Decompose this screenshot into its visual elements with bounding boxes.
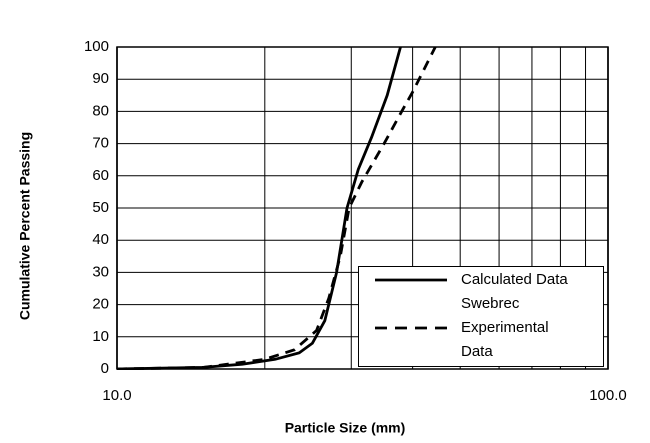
legend-item: Calculated Data Swebrec [359, 268, 599, 316]
y-tick-label: 90 [92, 70, 109, 87]
legend: Calculated Data Swebrec Experimental Data [358, 266, 604, 367]
y-tick-label: 30 [92, 263, 109, 280]
legend-swatch [375, 326, 447, 330]
y-tick-label: 60 [92, 167, 109, 184]
plot-frame [116, 46, 609, 370]
y-tick-label: 0 [101, 360, 109, 377]
x-tick-label: 100.0 [589, 387, 627, 404]
y-tick-label: 10 [92, 328, 109, 345]
data-line [117, 46, 437, 370]
legend-item: Experimental Data [359, 316, 599, 364]
data-line [117, 46, 402, 370]
y-tick-label: 80 [92, 102, 109, 119]
y-tick-label: 70 [92, 135, 109, 152]
x-axis-label: Particle Size (mm) [285, 420, 406, 436]
legend-label: Experimental Data [461, 319, 549, 360]
x-tick-label: 10.0 [102, 387, 131, 404]
legend-label: Calculated Data Swebrec [461, 271, 568, 312]
legend-swatch [375, 278, 447, 282]
y-tick-label: 50 [92, 199, 109, 216]
y-tick-label: 40 [92, 231, 109, 248]
y-tick-label: 100 [84, 38, 109, 55]
y-tick-label: 20 [92, 296, 109, 313]
y-axis-label: Cumulative Percent Passing [17, 132, 33, 320]
